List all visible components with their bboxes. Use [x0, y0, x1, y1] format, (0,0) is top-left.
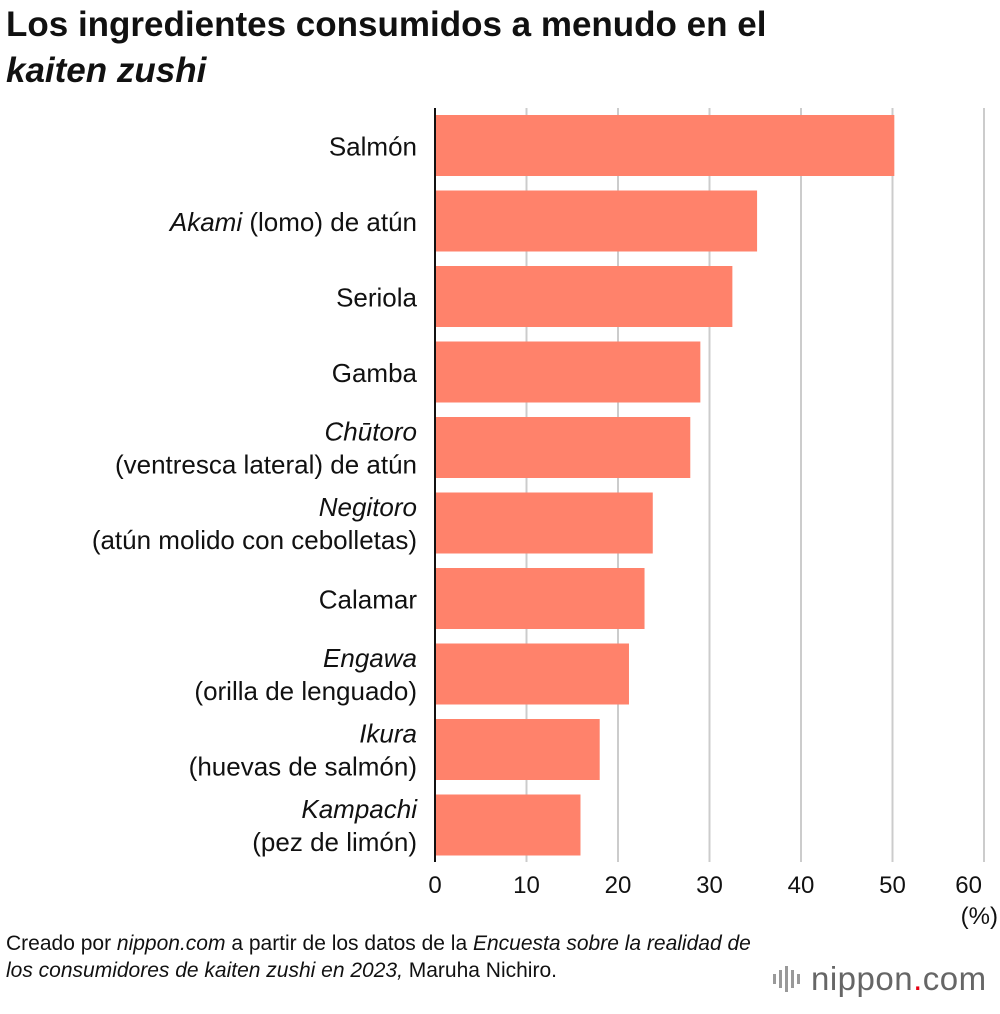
- bar: [436, 190, 758, 252]
- category-label: Gamba: [332, 358, 418, 388]
- category-label: Negitoro: [319, 492, 417, 522]
- bar: [436, 643, 629, 705]
- bar: [436, 719, 600, 780]
- bar: [436, 266, 733, 327]
- category-label: Salmón: [329, 132, 417, 162]
- category-label-line2: (pez de limón): [252, 827, 417, 857]
- x-tick-label: 20: [605, 872, 632, 899]
- bar: [436, 568, 645, 629]
- x-tick-label: 40: [788, 872, 815, 899]
- bar: [436, 115, 895, 176]
- category-labels: Salmón Akami (lomo) de atún Seriola Gamba Ch…: [92, 132, 418, 858]
- category-label: Engawa: [323, 643, 417, 673]
- category-label-line2: (orilla de lenguado): [194, 676, 417, 706]
- category-label: Calamar: [319, 585, 418, 615]
- bars: [436, 115, 895, 856]
- category-label: Seriola: [336, 283, 417, 313]
- source-part-2: nippon.com: [116, 932, 226, 955]
- logo-dot: .: [913, 960, 923, 997]
- category-label-line2: (huevas de salmón): [189, 752, 417, 782]
- category-label: Ikura: [359, 719, 417, 749]
- title-line2: kaiten zushi: [6, 51, 207, 90]
- bar: [436, 417, 691, 478]
- source-part-5: Maruha Nichiro.: [402, 959, 557, 982]
- source-part-3: a partir de los datos de la: [225, 932, 473, 955]
- bar-chart: Salmón Akami (lomo) de atún Seriola Gamba Ch…: [92, 108, 998, 930]
- x-tick-labels: 0 10 20 30 40 50 60: [428, 872, 982, 899]
- x-tick-label: 50: [879, 872, 906, 899]
- source-note: Creado por nippon.com a partir de los da…: [6, 930, 766, 984]
- x-tick-label: 60: [955, 872, 982, 899]
- logo-name: nippon: [811, 960, 914, 997]
- x-unit-label: (%): [961, 903, 998, 930]
- source-part-1: Creado por: [6, 932, 117, 955]
- category-label: Kampachi: [301, 794, 418, 824]
- category-label-line2: (atún molido con cebolletas): [92, 525, 417, 555]
- bar: [436, 341, 701, 403]
- bar: [436, 794, 581, 856]
- category-label: Chūtoro: [325, 417, 418, 447]
- category-label: Akami (lomo) de atún: [168, 207, 417, 237]
- title-line1: Los ingredientes consumidos a menudo en …: [6, 5, 767, 44]
- chart-title: Los ingredientes consumidos a menudo en …: [6, 2, 986, 94]
- source-part-4: Encuesta sobre la realidad de los consum…: [6, 932, 751, 982]
- nippon-logo: nippon. com: [773, 960, 987, 998]
- logo-bars-icon: [773, 966, 803, 992]
- x-tick-label: 10: [513, 872, 540, 899]
- logo-suffix: com: [922, 960, 987, 997]
- x-tick-label: 0: [428, 872, 441, 899]
- bar: [436, 492, 653, 554]
- x-tick-label: 30: [696, 872, 723, 899]
- category-label-line2: (ventresca lateral) de atún: [115, 450, 417, 480]
